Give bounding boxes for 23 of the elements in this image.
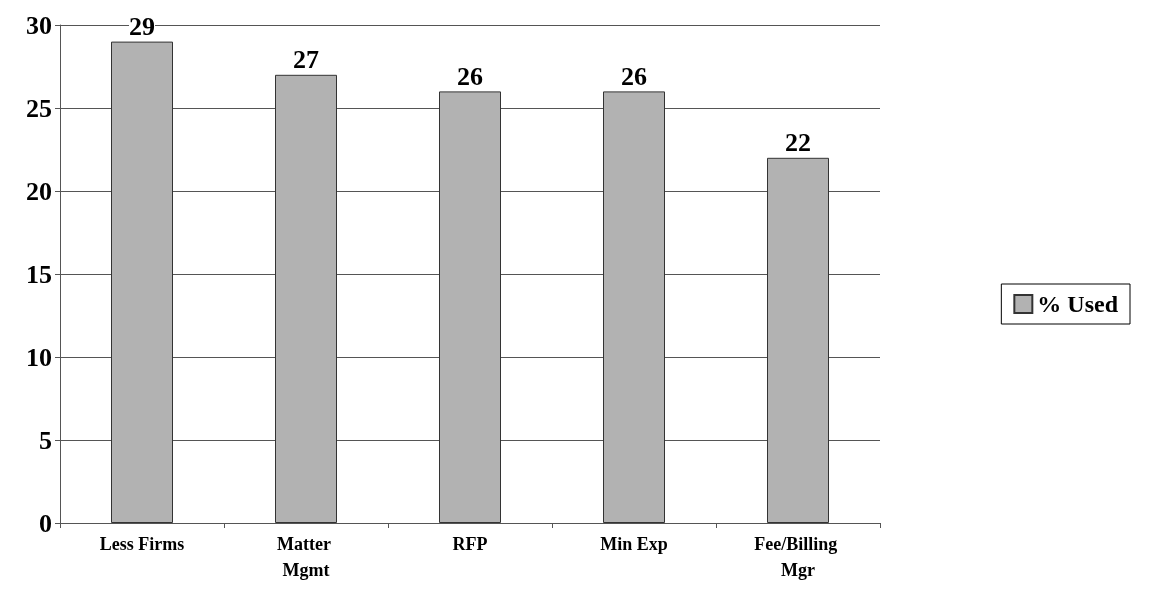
data-label: 22: [785, 128, 811, 158]
bar: [767, 157, 829, 523]
y-tick-label: 5: [39, 425, 52, 455]
data-label: 27: [293, 45, 319, 75]
y-tick-label: 25: [26, 93, 52, 123]
x-tick-label: RFP: [452, 534, 488, 554]
data-label: 29: [129, 12, 155, 42]
x-tick-label: Min Exp: [600, 534, 668, 554]
x-tick-label: Fee/Billing Mgr: [754, 534, 842, 580]
y-tick-label: 20: [26, 176, 52, 206]
bar: [439, 91, 501, 523]
y-tick-label: 30: [26, 10, 52, 40]
y-tick-label: 0: [39, 508, 52, 538]
y-tick-label: 10: [26, 342, 52, 372]
bar: [111, 41, 173, 523]
data-label: 26: [457, 61, 483, 91]
data-label: 26: [621, 61, 647, 91]
x-tick-label: Matter Mgmt: [276, 534, 336, 580]
x-tick-label: Less Firms: [99, 534, 185, 554]
bar: [275, 74, 337, 523]
y-tick-label: 15: [26, 259, 52, 289]
bar: [603, 91, 665, 523]
legend-label: % Used: [1037, 291, 1119, 317]
